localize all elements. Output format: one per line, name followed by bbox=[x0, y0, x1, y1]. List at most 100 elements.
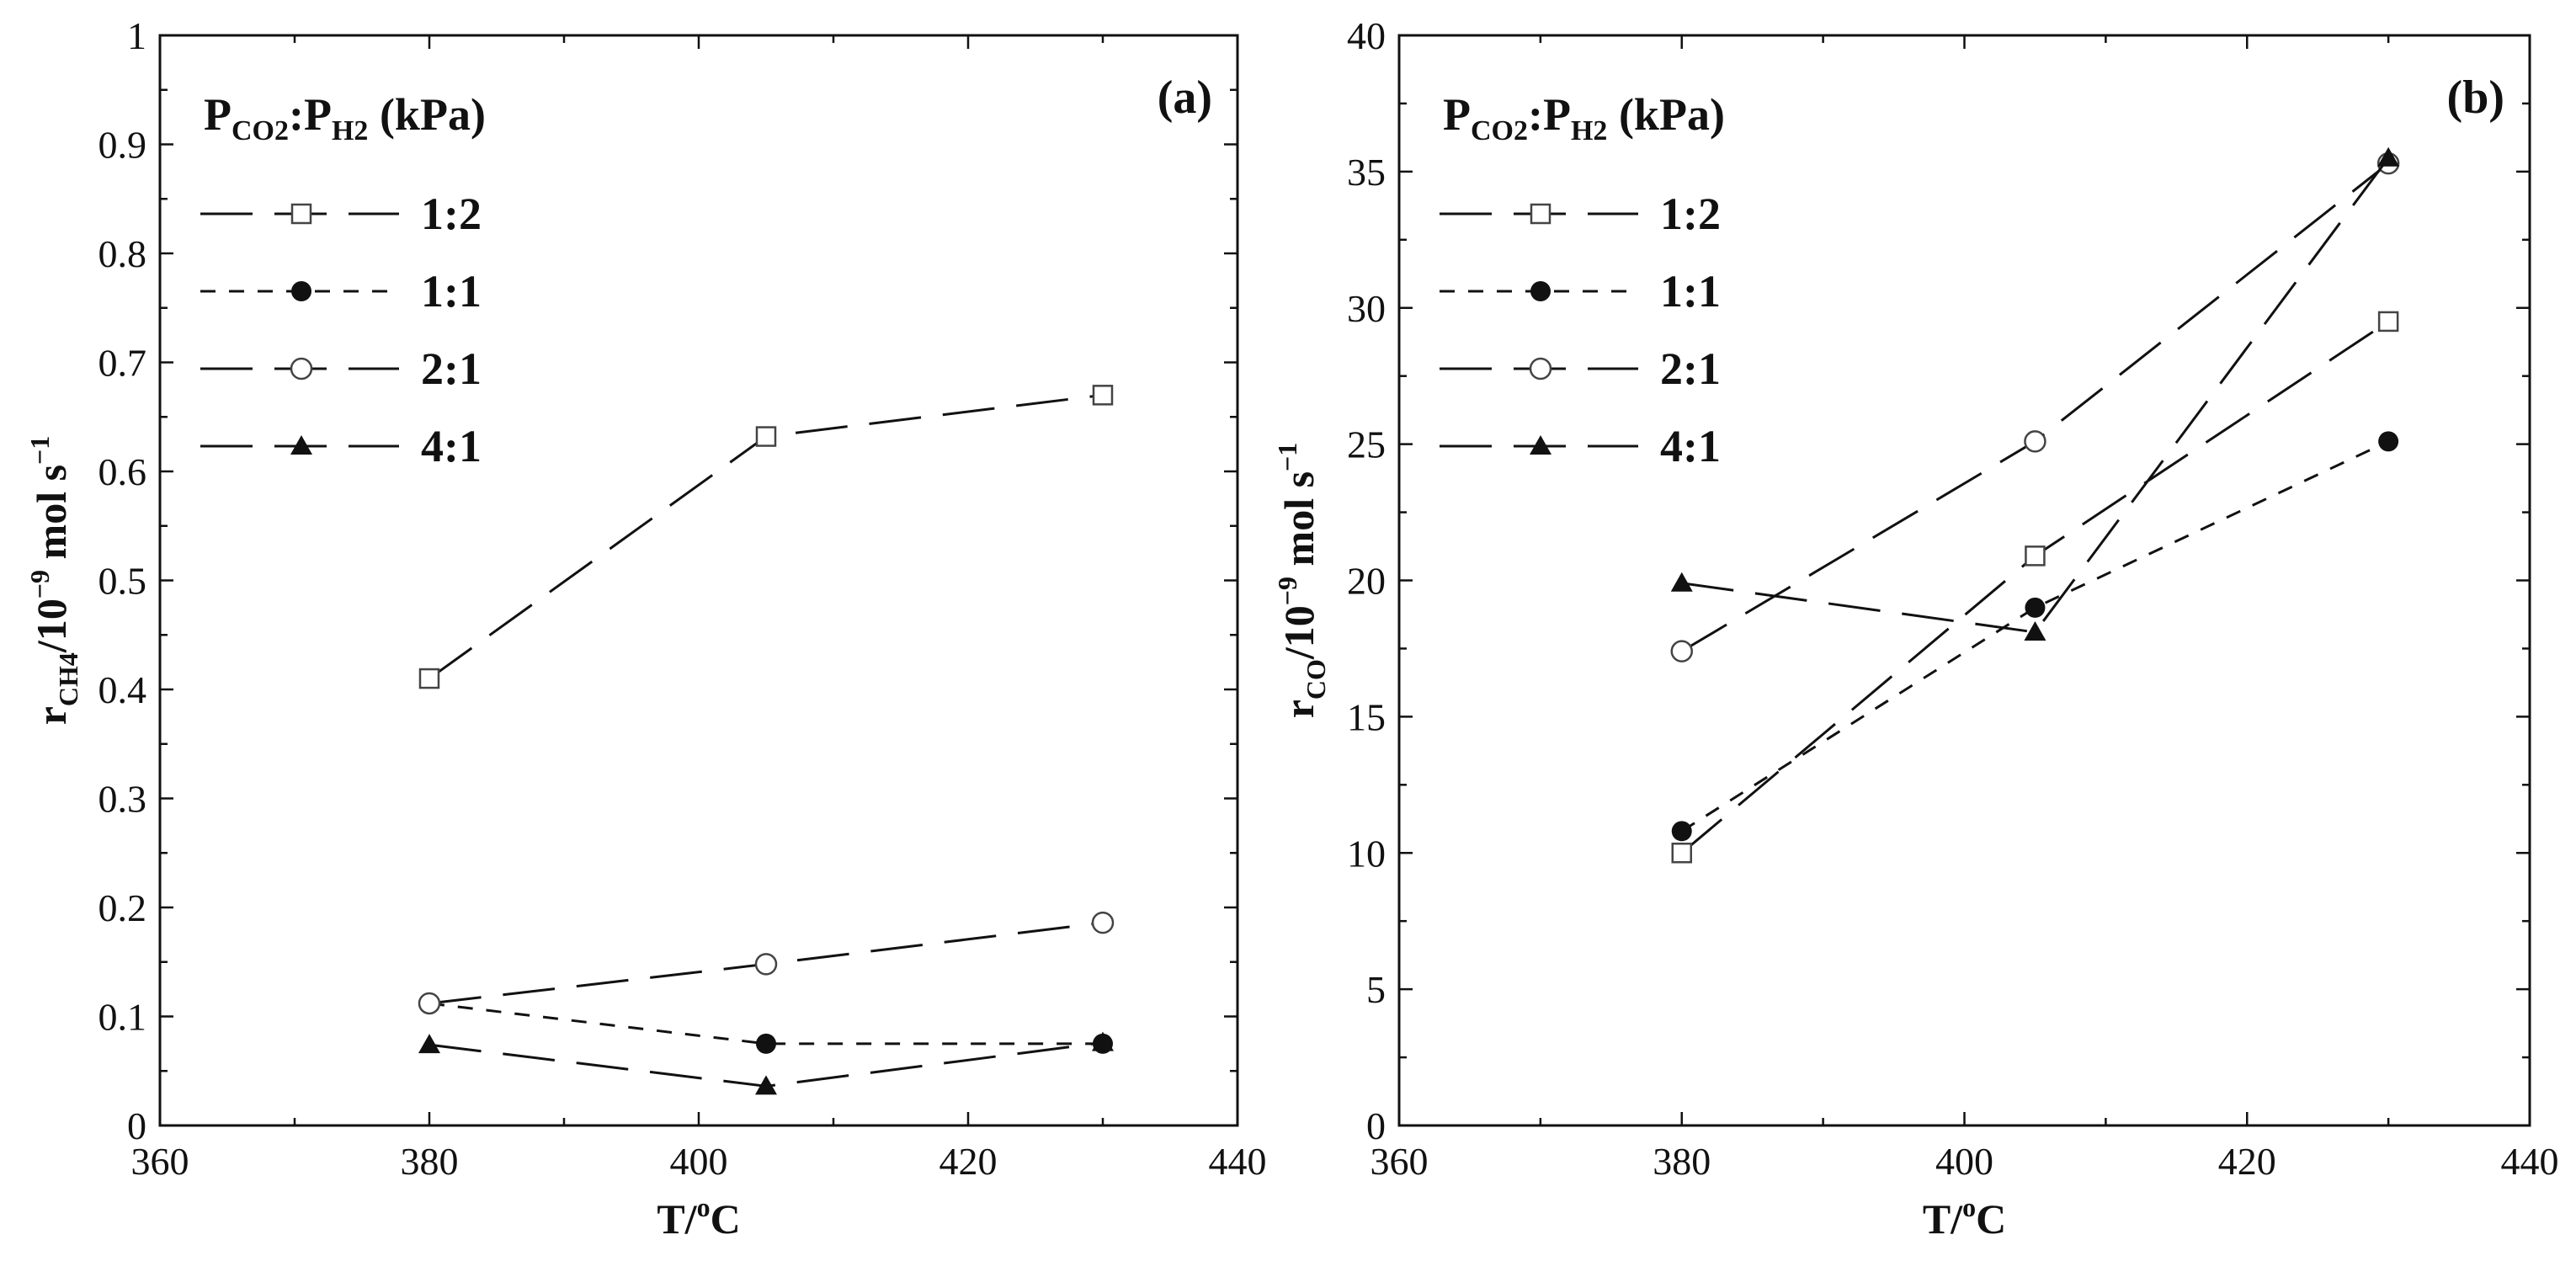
legend-marker bbox=[1530, 281, 1551, 301]
data-point bbox=[418, 1034, 440, 1054]
y-tick-label: 0.8 bbox=[98, 232, 147, 275]
x-tick-label: 380 bbox=[401, 1140, 459, 1183]
panel-label: (b) bbox=[2447, 72, 2504, 124]
data-point bbox=[756, 1033, 776, 1054]
legend-label: 4:1 bbox=[421, 421, 482, 471]
y-tick-label: 20 bbox=[1347, 560, 1386, 603]
legend-entry: 2:1 bbox=[200, 343, 482, 394]
data-point bbox=[1670, 640, 1693, 662]
series-2-1 bbox=[418, 911, 1115, 1015]
data-point bbox=[755, 1075, 777, 1095]
y-tick-label: 25 bbox=[1347, 423, 1386, 466]
legend-label: 1:2 bbox=[1660, 189, 1721, 239]
series-4-1 bbox=[418, 1031, 1114, 1095]
series-4-1 bbox=[1670, 146, 2400, 641]
series-1-1 bbox=[1671, 431, 2399, 842]
data-point bbox=[1671, 843, 1692, 864]
panel-label: (a) bbox=[1158, 72, 1212, 124]
y-axis-label: rCO/10−9 mol s−1 bbox=[1272, 443, 1331, 719]
y-tick-label: 1 bbox=[127, 14, 146, 57]
legend-entry: 1:1 bbox=[1440, 266, 1721, 317]
series-1-2 bbox=[1671, 311, 2399, 864]
x-tick-label: 360 bbox=[131, 1140, 189, 1183]
y-tick-label: 0.7 bbox=[98, 342, 147, 385]
x-tick-label: 420 bbox=[939, 1140, 998, 1183]
data-point bbox=[2378, 431, 2399, 452]
legend: PCO2:PH2 (kPa) 1:2 1:1 2:1 4:1 bbox=[1440, 89, 1725, 471]
y-axis-label: rCH4/10−9 mol s−1 bbox=[24, 436, 83, 726]
legend-label: 2:1 bbox=[1660, 343, 1721, 394]
x-tick-label: 400 bbox=[670, 1140, 728, 1183]
legend-marker bbox=[291, 281, 311, 301]
data-point bbox=[1092, 1031, 1114, 1051]
y-tick-label: 5 bbox=[1366, 968, 1386, 1011]
data-point bbox=[2377, 146, 2400, 167]
legend-title: PCO2:PH2 (kPa) bbox=[204, 89, 486, 146]
legend-label: 1:1 bbox=[421, 266, 482, 317]
x-tick-label: 440 bbox=[1209, 1140, 1267, 1183]
y-tick-label: 0 bbox=[127, 1104, 146, 1147]
legend-marker bbox=[1530, 435, 1551, 455]
data-point bbox=[1092, 385, 1114, 406]
legend-marker bbox=[1530, 203, 1551, 225]
y-tick-label: 35 bbox=[1347, 151, 1386, 194]
legend-entry: 1:2 bbox=[1440, 189, 1721, 239]
legend: PCO2:PH2 (kPa) 1:2 1:1 2:1 4:1 bbox=[200, 89, 486, 471]
y-tick-label: 0.9 bbox=[98, 124, 147, 167]
data-point bbox=[1671, 821, 1692, 842]
legend-marker bbox=[290, 435, 312, 455]
data-point bbox=[755, 426, 777, 447]
x-tick-label: 400 bbox=[1935, 1140, 1993, 1183]
y-tick-label: 0.5 bbox=[98, 560, 147, 603]
data-point bbox=[2025, 545, 2046, 567]
y-tick-label: 0.4 bbox=[98, 668, 147, 711]
data-point bbox=[418, 992, 441, 1015]
legend-marker bbox=[290, 357, 313, 380]
data-point bbox=[2024, 621, 2046, 641]
y-tick-label: 0.3 bbox=[98, 778, 147, 821]
chart-panel-b: 360 380 400 420 440 0 5 10 15 20 25 30 35 40 T/oC rCO/1… bbox=[1272, 14, 2559, 1242]
series-1-1 bbox=[419, 992, 1113, 1054]
legend-label: 4:1 bbox=[1660, 421, 1721, 471]
legend-marker bbox=[1529, 357, 1552, 380]
y-tick-label: 0.1 bbox=[98, 996, 147, 1039]
legend-entry: 1:2 bbox=[200, 189, 482, 239]
data-point bbox=[2025, 597, 2046, 618]
x-tick-label: 440 bbox=[2501, 1140, 2559, 1183]
data-point bbox=[754, 953, 778, 976]
y-tick-label: 0 bbox=[1366, 1104, 1386, 1147]
y-tick-label: 15 bbox=[1347, 695, 1386, 738]
legend-entry: 4:1 bbox=[1440, 421, 1721, 471]
y-tick-label: 0.6 bbox=[98, 450, 147, 493]
legend-label: 2:1 bbox=[421, 343, 482, 394]
legend-label: 1:1 bbox=[1660, 266, 1721, 317]
y-tick-label: 0.2 bbox=[98, 886, 147, 929]
y-tick-label: 40 bbox=[1347, 14, 1386, 57]
legend-entry: 4:1 bbox=[200, 421, 482, 471]
y-tick-label: 10 bbox=[1347, 832, 1386, 875]
y-tick-label: 30 bbox=[1347, 287, 1386, 330]
x-tick-label: 420 bbox=[2218, 1140, 2276, 1183]
x-tick-label: 360 bbox=[1370, 1140, 1429, 1183]
data-point bbox=[418, 668, 440, 689]
data-point bbox=[2024, 430, 2046, 453]
series-line bbox=[1680, 162, 2390, 652]
legend-label: 1:2 bbox=[421, 189, 482, 239]
data-point bbox=[1670, 572, 1693, 592]
series-1-2 bbox=[418, 385, 1114, 689]
series-2-1 bbox=[1670, 152, 2400, 662]
x-axis-label: T/oC bbox=[657, 1192, 740, 1242]
legend-entry: 2:1 bbox=[1440, 343, 1721, 394]
chart-panel-a: 360 380 400 420 440 0 0.1 0.2 0.3 0.4 0.5 0.6 0.7 0.8… bbox=[24, 14, 1267, 1242]
plot-frame bbox=[158, 34, 1239, 1127]
x-tick-label: 380 bbox=[1653, 1140, 1711, 1183]
legend-marker bbox=[290, 203, 312, 225]
plot-frame bbox=[1397, 34, 2531, 1127]
legend-title: PCO2:PH2 (kPa) bbox=[1443, 89, 1725, 146]
x-axis-label: T/oC bbox=[1923, 1192, 2006, 1242]
legend-entry: 1:1 bbox=[200, 266, 482, 317]
data-point bbox=[1091, 911, 1115, 934]
series-line bbox=[1681, 157, 2390, 634]
data-point bbox=[2377, 311, 2399, 333]
